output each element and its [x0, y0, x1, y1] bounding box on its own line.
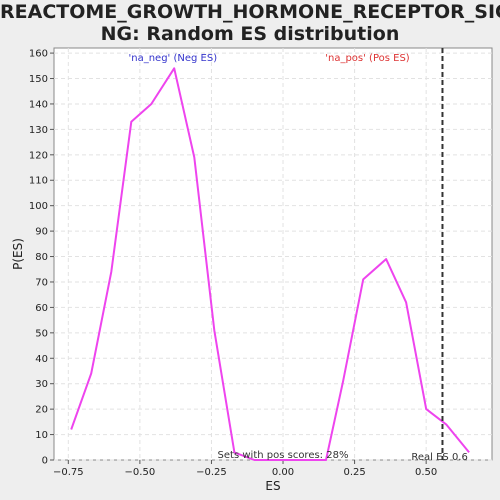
y-tick-label: 20	[35, 405, 48, 416]
chart-title: REACTOME_GROWTH_HORMONE_RECEPTOR_SIGNALI…	[0, 1, 500, 45]
y-tick-label: 60	[35, 303, 48, 314]
sets-pos-scores-text: Sets with pos scores: 28%	[218, 450, 349, 461]
chart-title-line-2: NG: Random ES distribution	[100, 23, 400, 45]
y-tick-label: 50	[35, 328, 48, 339]
es-distribution-line	[70, 67, 470, 461]
series-lines	[70, 67, 470, 461]
grid-lines	[54, 48, 492, 461]
y-tick-label: 140	[29, 99, 48, 110]
y-tick-label: 150	[29, 74, 48, 85]
real-es-text: Real ES 0.6	[411, 452, 467, 463]
y-tick-label: 0	[42, 456, 48, 467]
neg-es-label: 'na_neg' (Neg ES)	[128, 53, 217, 64]
chart-title-line-1: REACTOME_GROWTH_HORMONE_RECEPTOR_SIGNALI	[0, 1, 500, 23]
x-tick-label: −0.75	[53, 467, 84, 478]
y-tick-label: 30	[35, 379, 48, 390]
y-tick-label: 80	[35, 252, 48, 263]
y-tick-label: 160	[29, 49, 48, 60]
x-axis-title: ES	[265, 479, 280, 493]
axis-ticks: 0 10 20 30 40 50 60 70 80 90 100 110 120 130 140 150 160…	[29, 49, 437, 478]
x-tick-label: 0.00	[272, 467, 294, 478]
y-tick-label: 130	[29, 125, 48, 136]
y-tick-label: 100	[29, 201, 48, 212]
y-tick-label: 90	[35, 227, 48, 238]
y-tick-label: 120	[29, 150, 48, 161]
pos-es-label: 'na_pos' (Pos ES)	[325, 53, 410, 64]
y-tick-label: 40	[35, 354, 48, 365]
x-tick-label: −0.50	[125, 467, 156, 478]
y-tick-label: 70	[35, 277, 48, 288]
plot-area	[53, 47, 493, 461]
x-tick-label: 0.50	[415, 467, 437, 478]
x-tick-label: −0.25	[196, 467, 227, 478]
y-tick-label: 110	[29, 176, 48, 187]
y-tick-label: 10	[35, 430, 48, 441]
x-tick-label: 0.25	[343, 467, 365, 478]
y-axis-title: P(ES)	[11, 238, 25, 270]
